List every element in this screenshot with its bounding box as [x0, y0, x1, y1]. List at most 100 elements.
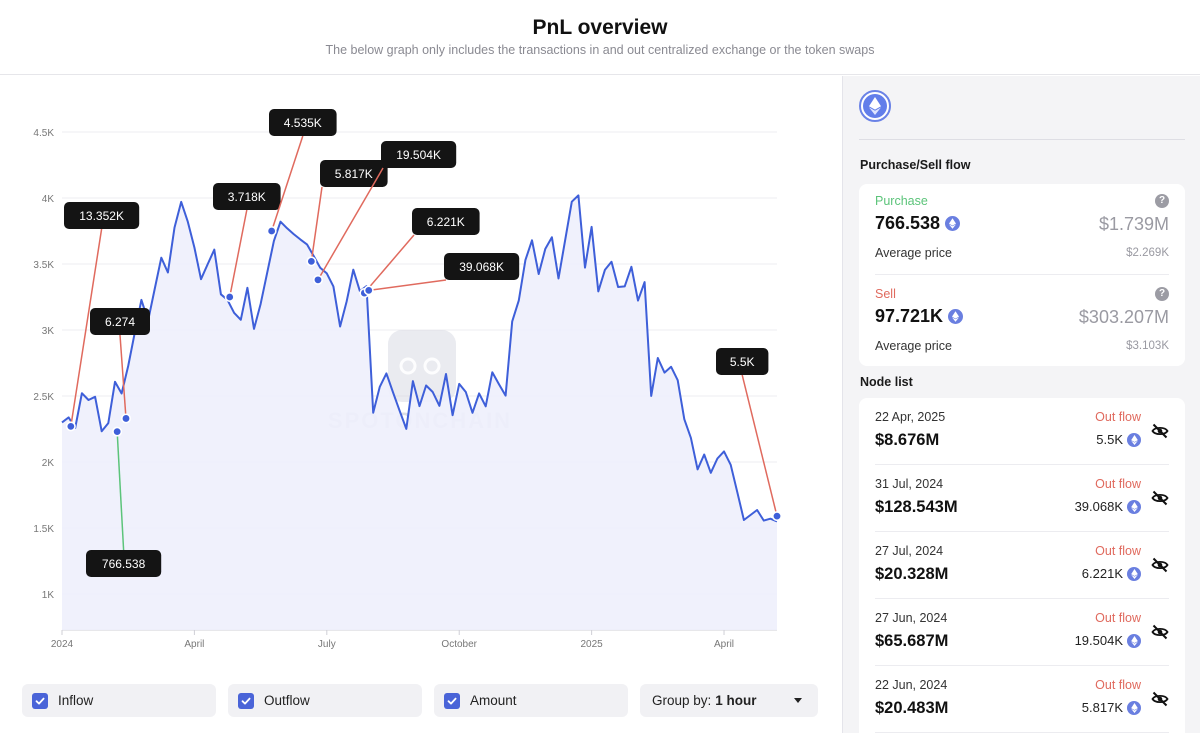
callout-box[interactable]: [64, 202, 140, 229]
sell-amount-value: 97.721K: [875, 306, 944, 326]
callout-box[interactable]: [381, 141, 457, 168]
help-icon[interactable]: ?: [1155, 287, 1169, 301]
check-icon: [35, 697, 45, 704]
callout-point[interactable]: [312, 274, 323, 285]
y-tick-label: 3.5K: [33, 260, 54, 271]
x-tick-label: October: [441, 639, 477, 650]
callout-point[interactable]: [266, 226, 277, 237]
eth-coin-icon: [1127, 700, 1141, 715]
sell-label: Sell: [875, 287, 896, 301]
node-direction: Out flow: [1095, 611, 1141, 625]
node-list-item[interactable]: 27 Jul, 2024 $20.328M Out flow 6.221K: [859, 532, 1169, 599]
purchase-usd: $1.739M: [1098, 214, 1169, 234]
inflow-checkbox[interactable]: [32, 692, 48, 709]
callout-point[interactable]: [363, 285, 374, 296]
group-by-select[interactable]: Group by: 1 hour: [640, 684, 818, 717]
node-list-title: Node list: [860, 375, 913, 389]
node-list-item[interactable]: 22 Jun, 2024 $20.483M Out flow 5.817K: [859, 666, 1169, 733]
page-header: PnL overview The below graph only includ…: [0, 0, 1200, 75]
node-list-item[interactable]: 31 Jul, 2024 $128.543M Out flow 39.068K: [859, 465, 1169, 532]
callout-label: 6.221K: [427, 215, 465, 229]
node-divider: [875, 665, 1169, 666]
ethereum-icon[interactable]: [859, 90, 891, 122]
callout-box[interactable]: [269, 109, 337, 136]
callout-label: 4.535K: [284, 116, 322, 130]
node-eth-value: 5.5K: [1096, 432, 1123, 447]
eye-off-icon[interactable]: [1151, 490, 1169, 506]
callout-box[interactable]: [86, 550, 162, 577]
node-date: 27 Jul, 2024: [875, 544, 944, 558]
purchase-amount-value: 766.538: [875, 213, 941, 233]
callout-point[interactable]: [112, 426, 123, 437]
node-list-item[interactable]: 27 Jun, 2024 $65.687M Out flow 19.504K: [859, 599, 1169, 666]
sell-amount: 97.721K: [875, 306, 964, 327]
eye-off-icon[interactable]: [1151, 423, 1169, 439]
x-tick-label: 2025: [581, 639, 604, 650]
help-icon[interactable]: ?: [1155, 194, 1169, 208]
callout-connector: [741, 374, 778, 517]
check-icon: [447, 697, 457, 704]
y-tick-label: 1K: [42, 590, 55, 601]
sell-avg-label: Average price: [875, 339, 952, 353]
callout-box[interactable]: [213, 183, 281, 210]
y-tick-label: 3K: [42, 326, 55, 337]
purchase-sell-card: Purchase ? 766.538 $1.739M Average price…: [859, 184, 1185, 366]
y-tick-label: 4.5K: [33, 128, 54, 139]
y-tick-label: 2K: [42, 458, 55, 469]
node-eth-amount: 5.817K: [1082, 700, 1141, 715]
callout-point[interactable]: [65, 421, 76, 432]
inflow-toggle[interactable]: Inflow: [22, 684, 216, 717]
callout-box[interactable]: [716, 348, 769, 375]
callout-label: 5.5K: [730, 355, 755, 369]
node-list-item[interactable]: 22 Apr, 2025 $8.676M Out flow 5.5K: [859, 398, 1169, 465]
node-eth-amount: 39.068K: [1075, 499, 1141, 514]
price-line[interactable]: [61, 194, 778, 523]
sell-avg-price: $3.103K: [1126, 340, 1169, 352]
node-eth-amount: 5.5K: [1096, 432, 1141, 447]
callout-box[interactable]: [412, 208, 480, 235]
page-title: PnL overview: [532, 16, 668, 39]
outflow-toggle[interactable]: Outflow: [228, 684, 422, 717]
callout-label: 19.504K: [396, 148, 441, 162]
node-usd-amount: $8.676M: [875, 431, 940, 449]
callout-box[interactable]: [444, 253, 520, 280]
page-subtitle: The below graph only includes the transa…: [325, 43, 875, 57]
pnl-chart[interactable]: 1K 1.5K 2K 2.5K 3K 3.5K 4K 4.5K 2024 April July Oct…: [0, 76, 842, 676]
callout-connector: [310, 186, 323, 262]
callout-connector: [119, 334, 127, 419]
callout-point[interactable]: [771, 511, 782, 522]
eye-off-icon[interactable]: [1151, 691, 1169, 707]
callout-label: 766.538: [102, 557, 146, 571]
callout-connector: [317, 167, 384, 281]
x-tick-label: April: [184, 639, 204, 650]
node-usd-amount: $128.543M: [875, 498, 958, 516]
node-eth-value: 5.817K: [1081, 700, 1123, 715]
node-eth-value: 39.068K: [1074, 499, 1123, 514]
node-list: 22 Apr, 2025 $8.676M Out flow 5.5K 31 Jul, 2…: [859, 398, 1185, 733]
node-eth-value: 19.504K: [1074, 633, 1123, 648]
callout-point[interactable]: [224, 292, 235, 303]
node-eth-value: 6.221K: [1081, 566, 1123, 581]
eye-off-icon[interactable]: [1151, 557, 1169, 573]
node-usd-amount: $65.687M: [875, 632, 949, 650]
callout-connector: [368, 279, 447, 292]
callout-box[interactable]: [90, 308, 150, 335]
node-direction: Out flow: [1095, 477, 1141, 491]
node-date: 22 Jun, 2024: [875, 678, 948, 692]
callout-connector: [228, 209, 248, 298]
outflow-checkbox[interactable]: [238, 692, 254, 709]
callout-box[interactable]: [320, 160, 388, 187]
node-divider: [875, 531, 1169, 532]
callout-point[interactable]: [120, 413, 131, 424]
node-eth-amount: 6.221K: [1082, 566, 1141, 581]
callout-point[interactable]: [306, 256, 317, 267]
node-eth-amount: 19.504K: [1075, 633, 1141, 648]
watermark-logo: [388, 330, 456, 402]
pnl-chart-area: 1K 1.5K 2K 2.5K 3K 3.5K 4K 4.5K 2024 April July Oct…: [0, 76, 842, 733]
outflow-label: Outflow: [264, 693, 310, 708]
eye-off-icon[interactable]: [1151, 624, 1169, 640]
amount-toggle[interactable]: Amount: [434, 684, 628, 717]
amount-checkbox[interactable]: [444, 692, 460, 709]
eth-coin-icon: [1127, 633, 1141, 648]
y-tick-label: 4K: [42, 194, 55, 205]
